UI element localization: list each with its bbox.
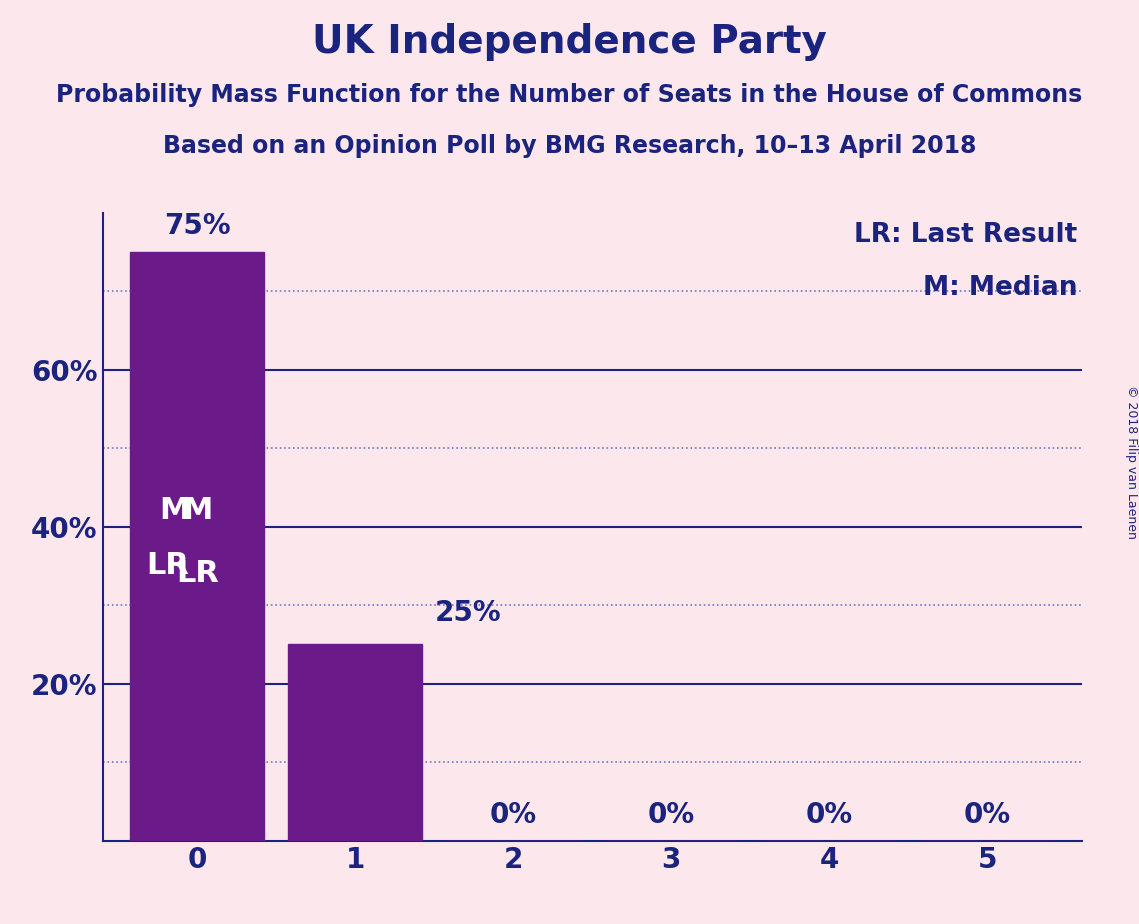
Text: M: Median: M: Median	[923, 275, 1077, 301]
Text: 0%: 0%	[964, 801, 1010, 829]
Bar	[288, 645, 423, 841]
Text: M: M	[182, 496, 213, 526]
Text: © 2018 Filip van Laenen: © 2018 Filip van Laenen	[1124, 385, 1138, 539]
Text: Based on an Opinion Poll by BMG Research, 10–13 April 2018: Based on an Opinion Poll by BMG Research…	[163, 134, 976, 158]
Text: LR: LR	[147, 552, 189, 580]
Text: LR: LR	[175, 559, 219, 589]
Text: Probability Mass Function for the Number of Seats in the House of Commons: Probability Mass Function for the Number…	[56, 83, 1083, 107]
Text: LR: Last Result: LR: Last Result	[854, 222, 1077, 248]
Text: UK Independence Party: UK Independence Party	[312, 23, 827, 61]
Text: 0%: 0%	[648, 801, 695, 829]
Text: 0%: 0%	[805, 801, 853, 829]
Text: 75%: 75%	[164, 212, 230, 240]
Text: M: M	[159, 496, 189, 526]
Text: 25%: 25%	[434, 599, 501, 627]
Text: 0%: 0%	[490, 801, 536, 829]
Bar	[130, 251, 264, 841]
